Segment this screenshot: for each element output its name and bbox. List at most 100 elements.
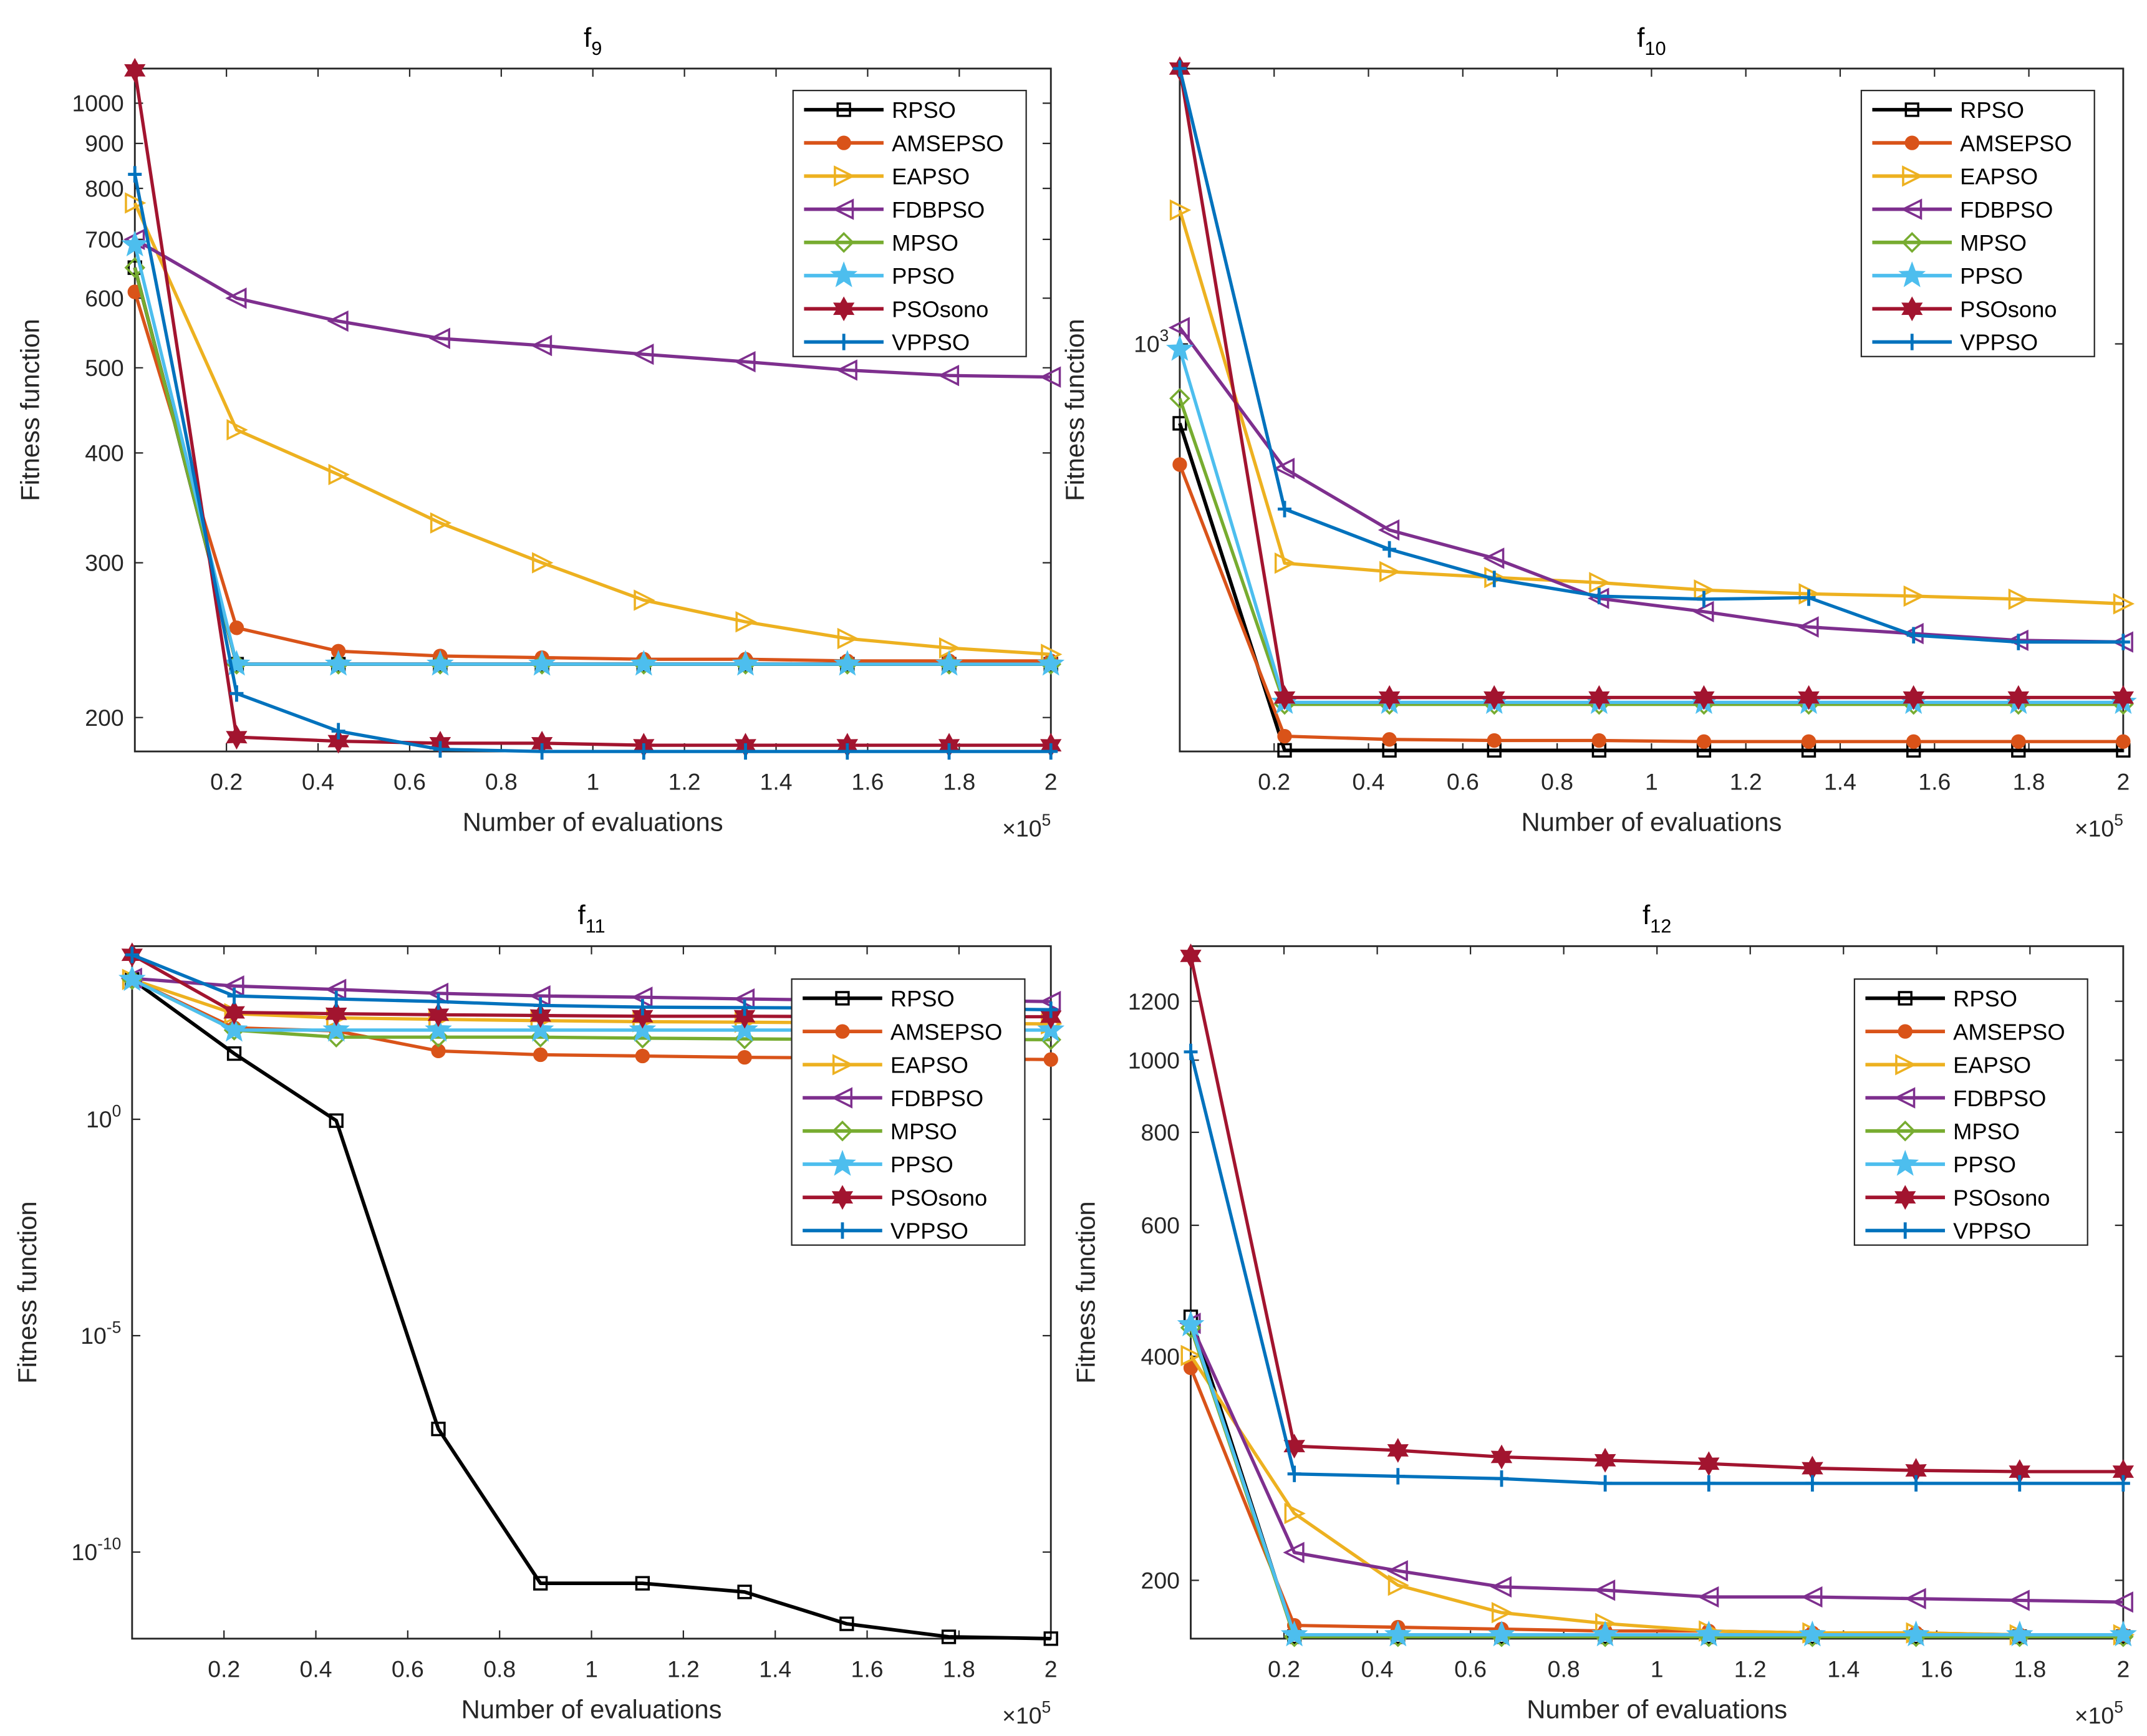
- series-line-amsepso: [1178, 464, 2123, 743]
- data-point-ppso: [2006, 1620, 2034, 1647]
- y-tick-base: 700: [85, 226, 123, 253]
- data-point-fdbpso: [1904, 1588, 1926, 1609]
- data-point-fdbpso: [1273, 458, 1295, 480]
- data-point-ppso: [1384, 1620, 1412, 1647]
- data-point-ppso: [425, 1016, 452, 1042]
- series-line-vppso: [1189, 1051, 2123, 1485]
- data-point-fdbpso: [1797, 616, 1819, 638]
- legend-marker: [833, 296, 855, 322]
- x-multiplier-exponent: 5: [1042, 1698, 1051, 1717]
- data-point-psosono: [1594, 1447, 1616, 1473]
- x-tick-label: 1: [585, 1656, 598, 1682]
- y-tick-base: 800: [85, 175, 123, 201]
- legend-entry-mpso: MPSO: [1865, 1119, 2020, 1144]
- data-point-psosono: [1387, 1438, 1409, 1463]
- y-tick-base: 10: [80, 1323, 107, 1349]
- legend-marker: [1902, 165, 1924, 187]
- data-point-eapso: [125, 192, 147, 214]
- chart-title: f11: [577, 900, 605, 937]
- legend-label: EAPSO: [892, 164, 970, 190]
- data-point-eapso: [1379, 561, 1401, 582]
- data-point-psosono: [529, 1003, 551, 1028]
- chart-title-base: f: [1637, 22, 1645, 53]
- x-multiplier-exponent: 5: [1042, 811, 1051, 829]
- data-point-psosono: [124, 57, 146, 83]
- data-point-fdbpso: [1039, 366, 1061, 388]
- chart-title: f10: [1637, 22, 1666, 59]
- legend-label: FDBPSO: [890, 1086, 983, 1111]
- data-point-rpso: [941, 1629, 957, 1644]
- y-tick-exponent: 0: [112, 1102, 122, 1121]
- data-point-vppso: [1172, 60, 1187, 77]
- data-point-vppso: [1184, 1043, 1198, 1061]
- y-tick-label: 1200: [1128, 988, 1180, 1015]
- x-tick-label: 1: [1651, 1656, 1664, 1682]
- legend-entry-psosono: PSOsono: [804, 296, 988, 322]
- legend-marker: [836, 102, 851, 117]
- data-point-psosono: [1490, 1444, 1513, 1470]
- legend-marker: [1898, 1024, 1913, 1039]
- legend-entry-mpso: MPSO: [1872, 230, 2027, 256]
- data-point-psosono: [427, 1002, 450, 1028]
- y-tick-label: 1000: [72, 90, 124, 117]
- x-axis-multiplier: ×105: [2075, 811, 2123, 842]
- data-point-psosono: [325, 1001, 347, 1026]
- legend-box: [1860, 90, 2095, 357]
- data-point-ppso: [2110, 1620, 2137, 1647]
- y-tick-base: 800: [1141, 1119, 1180, 1145]
- data-point-psosono: [1697, 1451, 1720, 1477]
- legend-label: MPSO: [1960, 230, 2027, 256]
- legend-label: AMSEPSO: [1960, 130, 2072, 156]
- x-tick-label: 0.4: [302, 769, 334, 795]
- x-tick-label: 2: [2116, 1656, 2130, 1682]
- y-tick-label: 800: [85, 175, 123, 201]
- series-ppso: [1177, 1310, 2137, 1647]
- data-point-vppso: [1909, 1475, 1923, 1492]
- y-axis-label: Fitness function: [15, 319, 44, 501]
- series-line-fdbpso: [133, 238, 1051, 379]
- legend-label: EAPSO: [890, 1053, 968, 1078]
- legend-entry-amsepso: AMSEPSO: [804, 130, 1004, 156]
- chart-panel-f9: f9 0.2 0.4 0.6 0.8 1 1.2 1.4 1.6 1.8 2 200 300 400 500…: [15, 22, 1065, 841]
- data-point-vppso: [433, 741, 447, 758]
- data-point-psosono: [1484, 685, 1505, 710]
- y-tick-base: 10: [86, 1106, 112, 1132]
- x-tick-label: 1.6: [1918, 769, 1951, 795]
- legend-marker: [1901, 296, 1923, 322]
- data-point-psosono: [327, 728, 349, 754]
- y-tick-base: 400: [85, 440, 123, 466]
- data-point-fdbpso: [1593, 1579, 1616, 1601]
- data-point-vppso: [738, 999, 752, 1016]
- x-multiplier-base: ×10: [1002, 1702, 1041, 1729]
- y-tick-base: 600: [1141, 1212, 1180, 1238]
- data-point-vppso: [1592, 587, 1606, 605]
- legend-label: PSOsono: [890, 1185, 987, 1210]
- data-point-vppso: [1598, 1475, 1613, 1492]
- x-tick-label: 0.2: [1268, 1656, 1300, 1682]
- data-point-psosono: [632, 1003, 654, 1029]
- data-point-vppso: [637, 743, 651, 760]
- legend-entry-fdbpso: FDBPSO: [804, 197, 985, 223]
- y-tick-exponent: 3: [1160, 326, 1169, 345]
- data-point-vppso: [1287, 1465, 1301, 1482]
- data-point-ppso: [118, 965, 146, 991]
- data-point-fdbpso: [1168, 317, 1190, 339]
- legend-marker: [831, 1087, 853, 1109]
- data-point-ppso: [322, 1016, 350, 1042]
- legend-entry-vppso: VPPSO: [804, 330, 970, 355]
- y-tick-base: 10: [1134, 331, 1160, 357]
- y-tick-exponent: -5: [107, 1318, 121, 1337]
- series-line-vppso: [1178, 68, 2123, 644]
- legend-marker: [1905, 334, 1919, 350]
- x-multiplier-base: ×10: [2075, 815, 2114, 841]
- x-tick-label: 1.2: [667, 1656, 700, 1682]
- data-point-eapso: [1589, 572, 1611, 594]
- data-point-psosono: [223, 1000, 245, 1025]
- legend-entry-rpso: RPSO: [1872, 97, 2024, 123]
- data-point-fdbpso: [1283, 1541, 1305, 1563]
- y-tick-label: 400: [85, 440, 123, 466]
- legend-label: MPSO: [890, 1119, 957, 1144]
- x-tick-label: 1.8: [943, 1656, 975, 1682]
- legend-marker: [1900, 198, 1923, 220]
